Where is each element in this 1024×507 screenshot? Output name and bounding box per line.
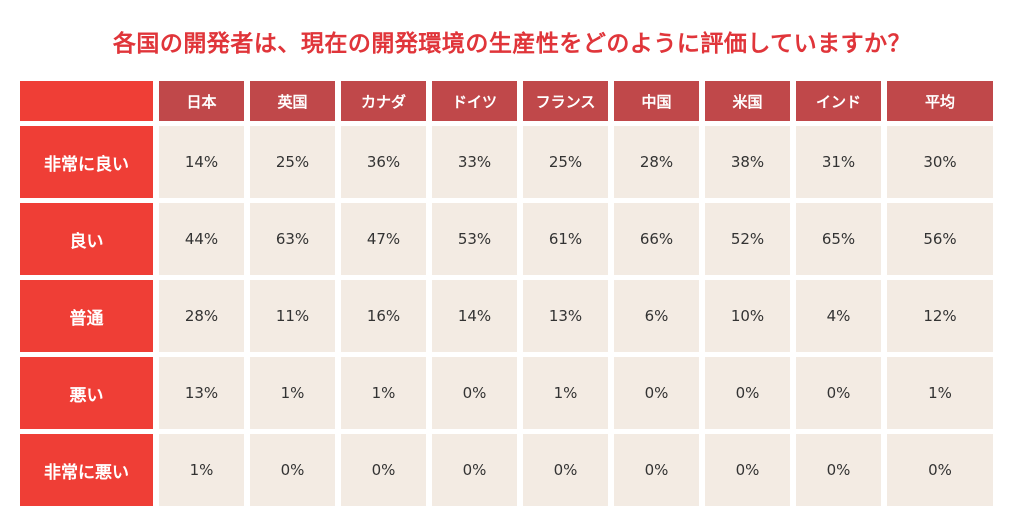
column-header: 米国: [705, 81, 790, 121]
table-cell: 61%: [523, 203, 608, 275]
table-cell: 0%: [250, 434, 335, 506]
table-cell: 36%: [341, 126, 426, 198]
table-cell: 0%: [341, 434, 426, 506]
row-header: 悪い: [20, 357, 153, 429]
table-cell: 1%: [159, 434, 244, 506]
row-header: 普通: [20, 280, 153, 352]
table-cell: 1%: [887, 357, 993, 429]
table-cell: 31%: [796, 126, 881, 198]
table-cell: 0%: [705, 434, 790, 506]
table-cell: 0%: [432, 434, 517, 506]
column-header: フランス: [523, 81, 608, 121]
table-cell: 65%: [796, 203, 881, 275]
table-cell: 13%: [159, 357, 244, 429]
table-cell: 47%: [341, 203, 426, 275]
table-cell: 0%: [523, 434, 608, 506]
row-header: 良い: [20, 203, 153, 275]
column-header: カナダ: [341, 81, 426, 121]
table-cell: 28%: [614, 126, 699, 198]
table-cell: 28%: [159, 280, 244, 352]
table-cell: 44%: [159, 203, 244, 275]
table-cell: 66%: [614, 203, 699, 275]
column-header: 英国: [250, 81, 335, 121]
table-cell: 1%: [523, 357, 608, 429]
table-cell: 0%: [432, 357, 517, 429]
table-cell: 0%: [614, 434, 699, 506]
table-corner: [20, 81, 153, 121]
table-cell: 52%: [705, 203, 790, 275]
table-cell: 25%: [250, 126, 335, 198]
table-cell: 38%: [705, 126, 790, 198]
column-header: ドイツ: [432, 81, 517, 121]
table-cell: 10%: [705, 280, 790, 352]
table-cell: 1%: [341, 357, 426, 429]
row-header: 非常に良い: [20, 126, 153, 198]
table-cell: 33%: [432, 126, 517, 198]
table-cell: 0%: [796, 434, 881, 506]
row-header: 非常に悪い: [20, 434, 153, 506]
chart-title: 各国の開発者は、現在の開発環境の生産性をどのように評価していますか？: [112, 31, 912, 57]
table-cell: 63%: [250, 203, 335, 275]
table-cell: 12%: [887, 280, 993, 352]
column-header: 中国: [614, 81, 699, 121]
table-cell: 0%: [796, 357, 881, 429]
table-cell: 6%: [614, 280, 699, 352]
table-cell: 16%: [341, 280, 426, 352]
table-cell: 30%: [887, 126, 993, 198]
column-header: インド: [796, 81, 881, 121]
table-cell: 4%: [796, 280, 881, 352]
table-cell: 0%: [887, 434, 993, 506]
table-cell: 14%: [159, 126, 244, 198]
table-cell: 13%: [523, 280, 608, 352]
table-cell: 11%: [250, 280, 335, 352]
survey-table: 日本 英国 カナダ ドイツ フランス 中国 米国 インド 平均 非常に良い 14% 25% 36% 33%…: [20, 81, 1002, 506]
column-header: 平均: [887, 81, 993, 121]
table-cell: 1%: [250, 357, 335, 429]
table-cell: 0%: [705, 357, 790, 429]
table-cell: 25%: [523, 126, 608, 198]
column-header: 日本: [159, 81, 244, 121]
table-cell: 56%: [887, 203, 993, 275]
table-cell: 14%: [432, 280, 517, 352]
table-cell: 53%: [432, 203, 517, 275]
table-cell: 0%: [614, 357, 699, 429]
